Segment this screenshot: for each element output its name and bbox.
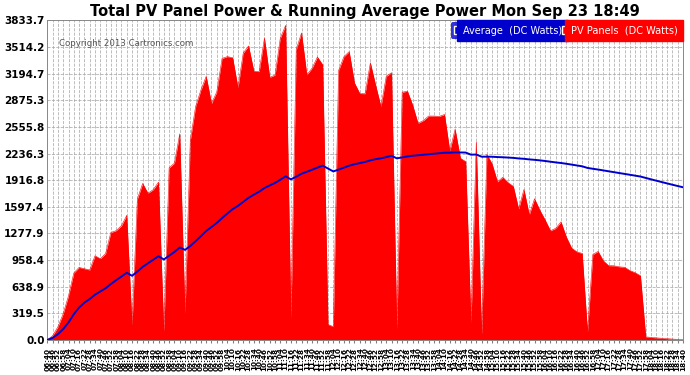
Title: Total PV Panel Power & Running Average Power Mon Sep 23 18:49: Total PV Panel Power & Running Average P… (90, 4, 640, 19)
Text: Copyright 2013 Cartronics.com: Copyright 2013 Cartronics.com (59, 39, 193, 48)
Legend: Average  (DC Watts), PV Panels  (DC Watts): Average (DC Watts), PV Panels (DC Watts) (451, 22, 681, 39)
